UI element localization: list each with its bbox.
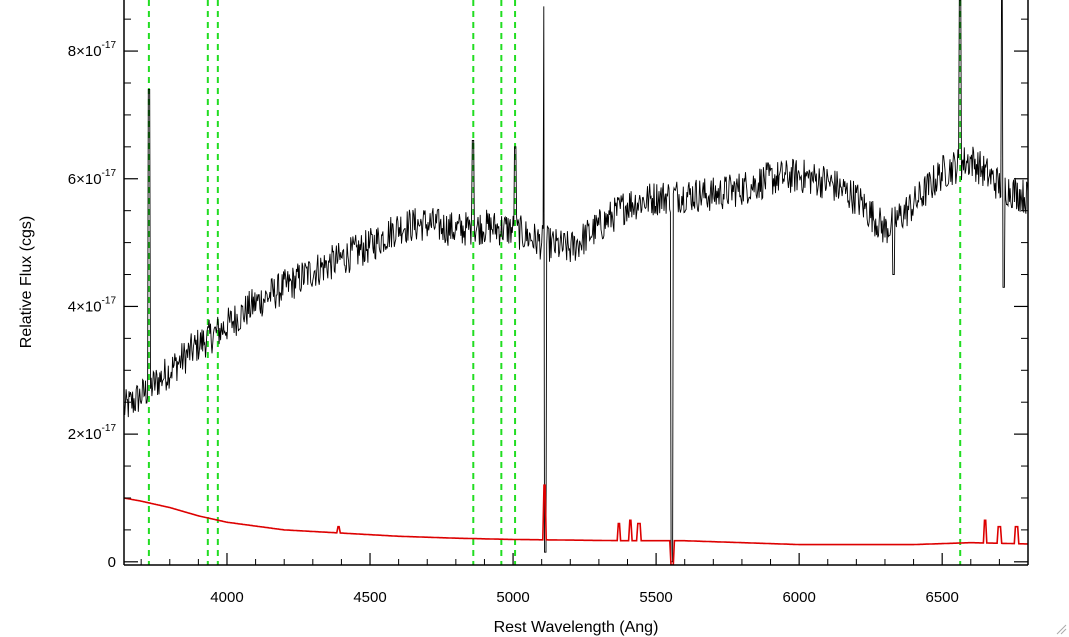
y-tick-label: 8×10-17 (68, 40, 117, 60)
y-tick-label: 6×10-17 (68, 168, 117, 188)
x-axis-ticks: 4000 4500 5000 5500 6000 6500 (140, 553, 1029, 606)
x-tick-label: 6500 (925, 589, 958, 606)
axes (123, 0, 1029, 566)
x-tick-label: 5500 (639, 589, 672, 606)
x-tick-label: 4000 (210, 589, 243, 606)
x-tick-label: 4500 (353, 589, 386, 606)
x-axis-label: Rest Wavelength (Ang) (494, 619, 659, 636)
resize-grip-icon[interactable] (1055, 623, 1067, 635)
y-tick-label: 0 (108, 554, 116, 571)
y-axis-ticks: 0 2×10-17 4×10-17 6×10-17 8×10-17 (68, 18, 1028, 571)
x-tick-label: 6000 (782, 589, 815, 606)
series-layer (124, 0, 1028, 565)
y-axis-label: Relative Flux (cgs) (18, 216, 35, 348)
y-tick-label: 4×10-17 (68, 295, 117, 315)
y-tick-label: 2×10-17 (68, 423, 117, 443)
reference-lines (147, 0, 962, 565)
spectrum-series-1 (124, 484, 1028, 565)
spectrum-series-0 (124, 0, 1028, 563)
x-tick-label: 5000 (496, 589, 529, 606)
